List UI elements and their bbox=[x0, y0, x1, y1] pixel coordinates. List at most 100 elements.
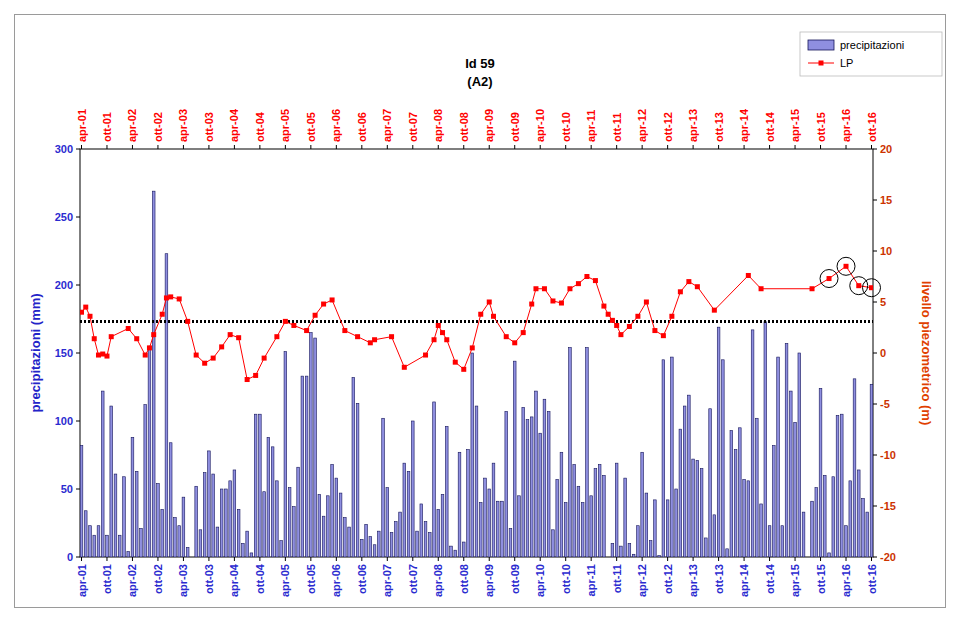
x-tick bbox=[412, 557, 413, 561]
reference-line bbox=[80, 320, 873, 323]
x-tick-top bbox=[871, 145, 872, 149]
chart-border bbox=[15, 15, 946, 608]
x-tick-label-top: ott-12 bbox=[662, 112, 674, 142]
x-tick bbox=[438, 557, 439, 561]
bar bbox=[114, 474, 117, 557]
bar bbox=[573, 465, 576, 557]
marker bbox=[614, 323, 619, 328]
bar bbox=[450, 546, 453, 557]
marks bbox=[80, 191, 873, 557]
bar bbox=[590, 496, 593, 557]
x-tick-label: ott-16 bbox=[866, 564, 878, 594]
bar bbox=[267, 437, 270, 557]
y-tick bbox=[76, 285, 80, 286]
bar bbox=[705, 538, 708, 557]
x-tick-label: ott-11 bbox=[611, 564, 623, 593]
bar bbox=[802, 512, 805, 557]
bar bbox=[547, 411, 550, 557]
bar bbox=[671, 357, 674, 557]
marker bbox=[695, 284, 700, 289]
x-tick-label-top: apr-02 bbox=[126, 109, 138, 142]
bar bbox=[131, 437, 134, 557]
marker bbox=[635, 314, 640, 319]
bar bbox=[679, 429, 682, 557]
marker bbox=[274, 334, 279, 339]
bar bbox=[823, 475, 826, 557]
x-tick-label-top: ott-04 bbox=[254, 111, 266, 142]
highlight-circle bbox=[863, 279, 881, 297]
bar bbox=[407, 471, 410, 557]
marker bbox=[627, 324, 632, 329]
x-tick-label-top: apr-05 bbox=[279, 109, 291, 142]
bar bbox=[535, 391, 538, 557]
bar bbox=[399, 512, 402, 557]
highlight-circle bbox=[850, 277, 868, 295]
x-tick bbox=[820, 557, 821, 561]
bar bbox=[598, 465, 601, 557]
bar bbox=[305, 376, 308, 557]
highlight-circle bbox=[837, 257, 855, 275]
y2-tick-label: 15 bbox=[880, 194, 892, 206]
bar bbox=[135, 471, 138, 557]
bar bbox=[310, 333, 313, 557]
bar bbox=[458, 452, 461, 557]
bar bbox=[208, 451, 211, 557]
legend-box bbox=[800, 32, 942, 76]
x-tick-label: ott-12 bbox=[662, 564, 674, 594]
x-tick-top bbox=[81, 145, 82, 149]
x-tick bbox=[642, 557, 643, 561]
bar bbox=[97, 526, 100, 557]
y-tick-label: 100 bbox=[55, 415, 73, 427]
bar bbox=[361, 539, 364, 557]
bar bbox=[259, 414, 262, 557]
bar bbox=[348, 527, 351, 557]
x-tick-top bbox=[795, 145, 796, 149]
x-tick-label: apr-08 bbox=[432, 564, 444, 597]
x-tick-top bbox=[285, 145, 286, 149]
bar bbox=[454, 550, 457, 557]
bar bbox=[603, 475, 606, 557]
x-tick bbox=[183, 557, 184, 561]
bar bbox=[233, 470, 236, 557]
marker bbox=[610, 318, 615, 323]
y2-axis-title: livello piezometrico (m) bbox=[919, 281, 934, 425]
bar bbox=[688, 395, 691, 557]
marker bbox=[436, 323, 441, 328]
bar bbox=[186, 547, 189, 557]
marker bbox=[453, 360, 458, 365]
marker bbox=[202, 361, 207, 366]
bar bbox=[479, 503, 482, 557]
legend-marker bbox=[819, 61, 824, 66]
x-tick-label-top: ott-01 bbox=[101, 112, 113, 142]
bar bbox=[624, 478, 627, 557]
x-tick-label: apr-03 bbox=[177, 564, 189, 597]
bar bbox=[161, 509, 164, 557]
bar bbox=[271, 447, 274, 557]
x-tick-label: apr-04 bbox=[228, 563, 240, 597]
y-tick-label: 200 bbox=[55, 279, 73, 291]
x-tick bbox=[81, 557, 82, 561]
x-tick-label-top: ott-11 bbox=[611, 113, 623, 142]
x-tick bbox=[285, 557, 286, 561]
line bbox=[82, 266, 872, 379]
x-tick-top bbox=[234, 145, 235, 149]
marker bbox=[185, 319, 190, 324]
marker bbox=[669, 314, 674, 319]
bar bbox=[441, 494, 444, 557]
x-tick bbox=[208, 557, 209, 561]
marker bbox=[177, 296, 182, 301]
y-tick-label: 0 bbox=[67, 551, 73, 563]
x-tick-top bbox=[642, 145, 643, 149]
bar bbox=[539, 433, 542, 557]
marker bbox=[87, 314, 92, 319]
marker bbox=[151, 332, 156, 337]
bar bbox=[327, 496, 330, 557]
marker bbox=[487, 300, 492, 305]
marker bbox=[143, 353, 148, 358]
marker bbox=[168, 294, 173, 299]
bar bbox=[743, 479, 746, 557]
bar bbox=[89, 526, 92, 557]
y-tick-label: 250 bbox=[55, 211, 73, 223]
legend-label: precipitazioni bbox=[840, 39, 904, 51]
x-tick-label-top: ott-15 bbox=[815, 112, 827, 142]
